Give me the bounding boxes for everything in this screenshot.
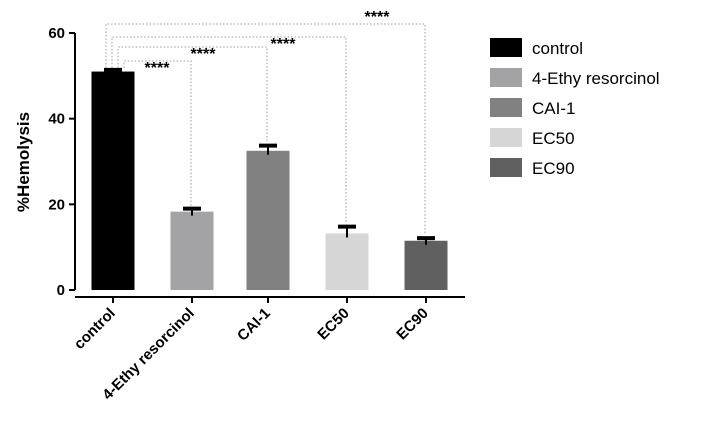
y-tick-label-2: 40: [48, 111, 65, 128]
y-tick-label-0: 0: [57, 282, 65, 299]
x-tick-label-2: CAI-1: [234, 305, 274, 345]
legend-swatch-0: [490, 38, 522, 57]
legend-label-4: EC90: [532, 159, 575, 178]
legend-swatch-2: [490, 98, 522, 117]
y-axis-label: %Hemolysis: [14, 112, 33, 212]
legend-swatch-4: [490, 158, 522, 177]
significance-bracket-1: [117, 46, 268, 143]
significance-bracket-3: [105, 23, 426, 236]
legend-swatch-1: [490, 68, 522, 87]
bar-1: [170, 211, 214, 290]
significance-bracket-2: [111, 36, 347, 224]
significance-label-3: ****: [365, 9, 391, 26]
significance-label-1: ****: [191, 46, 217, 63]
x-tick-label-3: EC50: [314, 305, 353, 344]
significance-label-0: ****: [145, 60, 171, 77]
legend-label-1: 4-Ethy resorcinol: [532, 69, 660, 88]
bar-3: [325, 233, 369, 290]
y-tick-label-1: 20: [48, 196, 65, 213]
bar-4: [404, 240, 448, 290]
legend: control 4-Ethy resorcinol CAI-1 EC50 EC90: [490, 38, 660, 178]
legend-label-3: EC50: [532, 129, 575, 148]
x-tick-label-4: EC90: [393, 305, 432, 344]
significance-label-2: ****: [271, 36, 297, 53]
legend-label-2: CAI-1: [532, 99, 575, 118]
bar-0: [91, 71, 135, 290]
bar-2: [246, 150, 290, 290]
legend-swatch-3: [490, 128, 522, 147]
legend-label-0: control: [532, 39, 583, 58]
y-tick-label-3: 60: [48, 25, 65, 42]
x-tick-label-0: control: [71, 305, 119, 353]
